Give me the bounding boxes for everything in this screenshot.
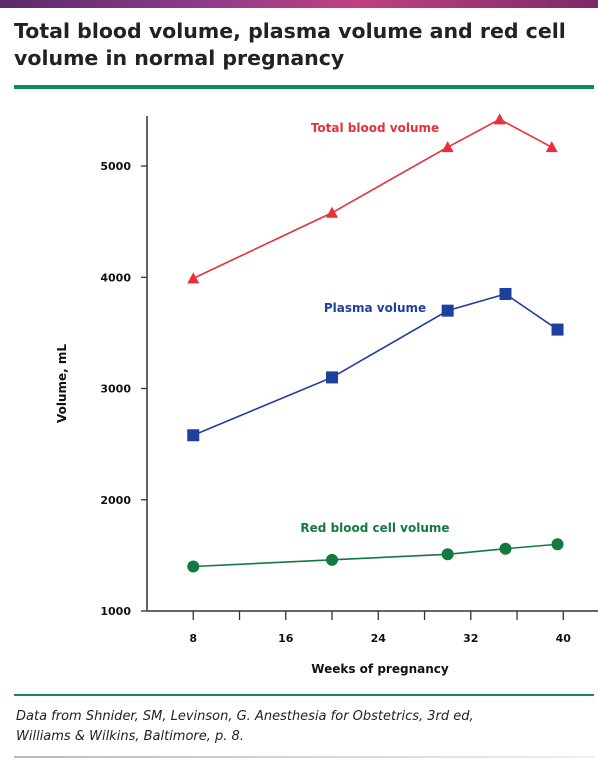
x-tick-label: 40 [556,632,572,645]
y-tick-label: 5000 [100,160,131,173]
y-tick-label: 2000 [100,494,131,507]
y-tick-label: 1000 [100,605,131,618]
data-point-circle [441,548,454,561]
data-point-circle [187,560,200,573]
data-point-square [499,287,512,300]
series-label: Plasma volume [324,301,426,315]
page-title: Total blood volume, plasma volume and re… [14,18,584,72]
bottom-edge [14,756,594,758]
data-point-circle [551,538,564,551]
x-tick-label: 24 [371,632,387,645]
y-tick-label: 3000 [100,383,131,396]
footnote-line-1: Data from Shnider, SM, Levinson, G. Anes… [16,709,474,724]
x-tick-label: 8 [189,632,197,645]
y-tick-label: 4000 [100,271,131,284]
source-footnote: Data from Shnider, SM, Levinson, G. Anes… [16,707,586,747]
data-point-circle [326,553,339,566]
data-point-circle [499,542,512,555]
data-point-square [326,371,339,384]
x-tick-label: 16 [278,632,294,645]
series-line [192,293,558,436]
data-point-triangle [326,206,339,218]
data-point-triangle [187,272,200,284]
footnote-divider [14,694,594,696]
series-label: Total blood volume [311,121,439,135]
data-point-triangle [441,141,454,153]
data-point-square [441,304,454,317]
series-triangle [187,113,558,284]
data-point-triangle [493,113,506,125]
line-chart: 1000 2000 3000 4000 5000 8 16 24 32 40 Weeks of p… [55,113,598,676]
chart-labels: Weeks of pregnancy Volume, mL Total blood … [55,121,450,676]
series-circle [187,538,564,573]
data-point-square [187,429,200,442]
header-accent-bar [0,0,598,8]
data-point-square [551,323,564,336]
title-divider [14,85,594,89]
title-line-1: Total blood volume, plasma volume and re… [14,19,566,43]
title-line-2: volume in normal pregnancy [14,46,345,70]
x-axis-title: Weeks of pregnancy [311,662,449,676]
footnote-line-2: Williams & Wilkins, Baltimore, p. 8. [16,729,244,744]
series-label: Red blood cell volume [300,521,449,535]
series-square [187,287,564,442]
chart-axes: 1000 2000 3000 4000 5000 8 16 24 32 40 [100,116,598,645]
data-point-triangle [545,141,558,153]
x-tick-label: 32 [463,632,478,645]
y-axis-title: Volume, mL [55,344,69,423]
chart-series [187,113,564,573]
series-line [192,118,553,280]
